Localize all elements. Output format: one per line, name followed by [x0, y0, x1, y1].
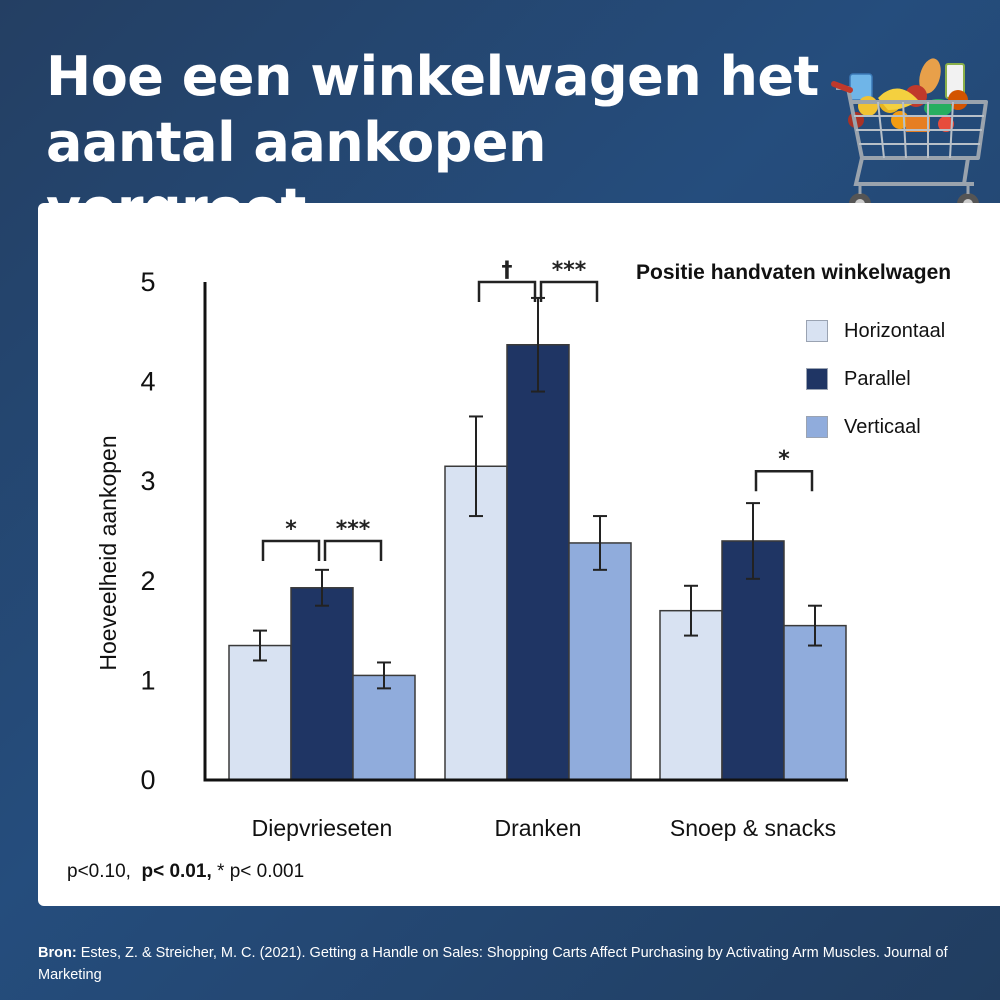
bar — [568, 542, 632, 781]
y-tick-label: 5 — [140, 267, 155, 297]
x-tick-label: Snoep & snacks — [670, 815, 836, 841]
significance-label: *** — [336, 517, 371, 542]
chart-card: Diepvrieseten Dranken Snoep & snacks * *** † *… — [38, 203, 1000, 906]
footnote-p001-bold: p< 0.01, — [141, 861, 212, 882]
legend-label: Horizontaal — [844, 319, 946, 342]
y-tick-label: 0 — [140, 765, 155, 795]
significance-label: * — [778, 447, 790, 472]
significance-bracket — [754, 469, 814, 492]
significance-bracket — [539, 280, 599, 302]
y-tick-label: 1 — [140, 665, 155, 695]
shopping-cart-full-icon — [831, 58, 988, 215]
y-tick-label: 2 — [140, 566, 155, 596]
bar-chart: Diepvrieseten Dranken Snoep & snacks* ***† *… — [95, 258, 848, 841]
x-tick-label: Diepvrieseten — [252, 815, 393, 841]
legend-swatch — [806, 416, 828, 438]
legend-item-parallel: Parallel — [806, 367, 911, 391]
bar — [783, 624, 847, 781]
bar — [352, 674, 416, 781]
significance-label: † — [502, 258, 513, 283]
y-axis-label: Hoeveelheid aankopen — [95, 435, 121, 670]
legend-title: Positie handvaten winkelwagen — [636, 261, 952, 284]
y-tick-label: 3 — [140, 466, 155, 496]
legend-item-horizontaal: Horizontaal — [806, 319, 945, 343]
bar — [659, 609, 723, 781]
source-citation: Bron: Estes, Z. & Streicher, M. C. (2021… — [38, 942, 958, 986]
legend-label: Verticaal — [844, 415, 921, 438]
legend-swatch — [806, 368, 828, 390]
bar — [506, 343, 570, 781]
significance-bracket — [323, 539, 383, 561]
source-label: Bron: — [38, 945, 77, 961]
significance-bracket — [261, 539, 321, 561]
bar — [721, 540, 785, 781]
significance-label: *** — [552, 258, 587, 283]
significance-footnote: p<0.10, p< 0.01, * p< 0.001 — [67, 861, 304, 883]
legend-label: Parallel — [844, 367, 911, 390]
source-text: Estes, Z. & Streicher, M. C. (2021). Get… — [38, 945, 948, 983]
significance-label: * — [285, 517, 297, 542]
y-tick-label: 4 — [140, 367, 155, 397]
bar — [290, 587, 354, 781]
bar — [228, 644, 292, 781]
legend-swatch — [806, 320, 828, 342]
bar — [444, 465, 508, 781]
footnote-p010: p<0.10, — [67, 861, 131, 882]
legend-item-verticaal: Verticaal — [806, 415, 921, 439]
significance-bracket — [477, 280, 537, 302]
x-tick-label: Dranken — [495, 815, 582, 841]
page-title: Hoe een winkelwagen het aantal aankopen … — [46, 45, 819, 240]
footnote-p0001: * p< 0.001 — [217, 861, 305, 882]
